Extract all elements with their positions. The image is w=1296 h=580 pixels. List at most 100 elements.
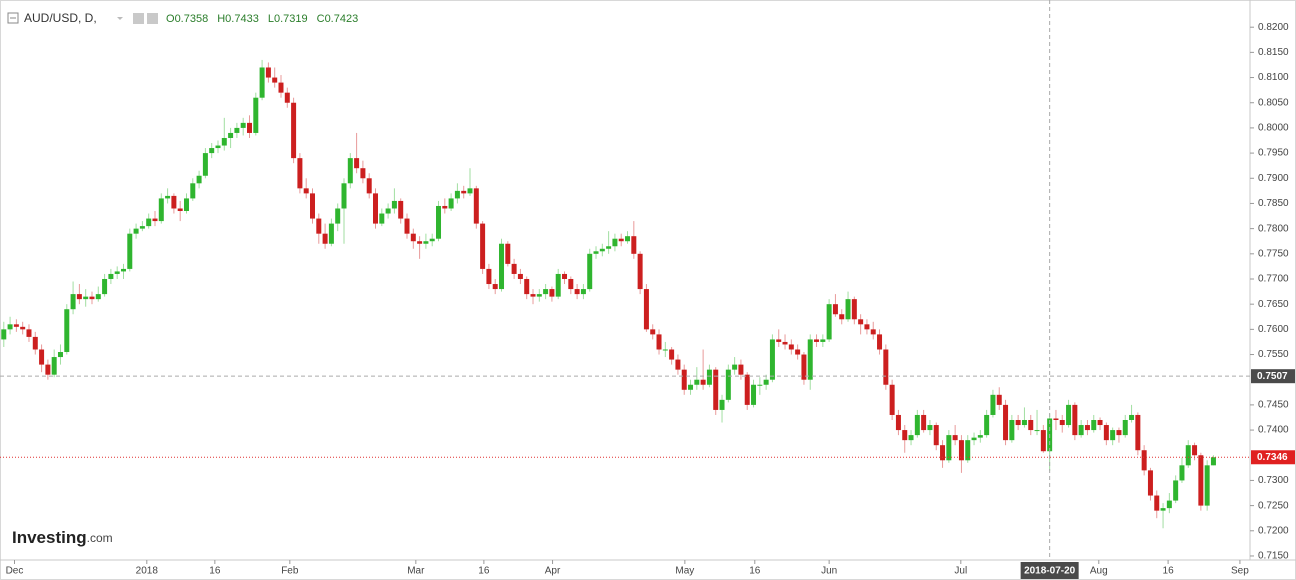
x-tick-label: Mar <box>407 566 425 577</box>
candle-body <box>133 228 139 234</box>
candle-body <box>32 336 38 350</box>
candle-body <box>341 183 347 209</box>
candle-body <box>454 190 460 199</box>
candle-body <box>996 394 1002 405</box>
candle-body <box>782 341 788 345</box>
y-tick-label: 0.8000 <box>1258 123 1289 134</box>
candle-body <box>669 349 675 360</box>
legend-field: L <box>268 13 274 25</box>
legend-field: O <box>166 13 175 25</box>
candle-body <box>807 339 813 380</box>
candle-body <box>360 168 366 179</box>
candle-body <box>196 175 202 184</box>
watermark-brand: Investing <box>12 528 87 547</box>
candle-body <box>625 236 631 242</box>
candle-body <box>1122 420 1128 436</box>
candle-body <box>1021 420 1027 426</box>
candle-body <box>246 122 252 133</box>
candle-body <box>902 430 908 441</box>
candle-body <box>788 344 794 350</box>
candle-body <box>549 289 555 297</box>
candle-body <box>45 364 51 375</box>
candle-body <box>952 435 958 441</box>
candle-body <box>1185 445 1191 466</box>
y-tick-label: 0.7250 <box>1258 500 1289 511</box>
y-tick-label: 0.7600 <box>1258 324 1289 335</box>
candle-body <box>933 425 939 446</box>
y-tick-label: 0.8050 <box>1258 97 1289 108</box>
candle-body <box>1154 495 1160 511</box>
legend-value: 0.7319 <box>274 13 308 25</box>
candle-body <box>95 294 101 300</box>
candle-body <box>1072 404 1078 436</box>
candle-body <box>423 241 429 244</box>
candle-body <box>1204 465 1210 506</box>
candle-body <box>1179 465 1185 481</box>
candle-body <box>524 278 530 295</box>
candle-body <box>1097 420 1103 426</box>
candle-body <box>1103 425 1109 441</box>
settings-icon[interactable] <box>133 13 144 24</box>
y-tick-label: 0.7650 <box>1258 299 1289 310</box>
candle-body <box>700 379 706 385</box>
candle-body <box>650 329 656 335</box>
candle-body <box>656 334 662 350</box>
candle-body <box>1066 404 1072 426</box>
candle-body <box>1147 470 1153 496</box>
candle-body <box>499 243 505 290</box>
candle-body <box>1040 430 1046 452</box>
candle-body <box>322 233 328 244</box>
candle-body <box>505 243 511 264</box>
close-icon[interactable] <box>147 13 158 24</box>
candle-body <box>442 205 448 209</box>
candle-body <box>253 97 259 133</box>
candle-body <box>958 440 964 461</box>
candle-body <box>316 218 322 234</box>
candle-body <box>152 218 158 222</box>
collapse-icon[interactable] <box>7 12 19 24</box>
candle-body <box>820 339 826 342</box>
candle-body <box>1053 418 1059 420</box>
candle-body <box>895 414 901 431</box>
candle-body <box>473 188 479 224</box>
candle-body <box>889 384 895 415</box>
crosshair-date-box <box>1020 562 1079 579</box>
candle-body <box>940 445 946 461</box>
candle-body <box>89 296 95 300</box>
candle-body <box>562 273 568 279</box>
candle-body <box>436 205 442 239</box>
watermark: Investing.com <box>12 528 113 547</box>
candle-body <box>845 299 851 320</box>
y-tick-label: 0.7950 <box>1258 148 1289 159</box>
candle-body <box>536 294 542 297</box>
legend-value: 0.7358 <box>175 13 209 25</box>
candle-body <box>1129 414 1135 420</box>
candle-body <box>291 102 297 159</box>
candle-body <box>914 414 920 436</box>
candle-body <box>13 324 19 327</box>
candle-body <box>1015 420 1021 426</box>
candle-body <box>234 127 240 133</box>
candle-body <box>120 268 126 272</box>
candle-body <box>769 339 775 380</box>
candle-body <box>618 238 624 242</box>
candle-body <box>517 273 523 279</box>
candle-body <box>1091 420 1097 431</box>
y-tick-label: 0.7300 <box>1258 475 1289 486</box>
candle-body <box>83 296 89 300</box>
candle-body <box>165 195 171 199</box>
candle-body <box>776 339 782 342</box>
candle-body <box>738 364 744 375</box>
candle-body <box>719 399 725 410</box>
candle-body <box>839 314 845 320</box>
x-tick-label: Jul <box>954 566 967 577</box>
dropdown-icon[interactable] <box>117 17 123 20</box>
candle-body <box>1009 420 1015 441</box>
candle-body <box>335 208 341 224</box>
candle-body <box>284 92 290 103</box>
crosshair-price-box <box>1251 369 1295 384</box>
candle-body <box>158 198 164 222</box>
candle-body <box>127 233 133 269</box>
candle-body <box>102 278 108 295</box>
candle-body <box>851 299 857 320</box>
